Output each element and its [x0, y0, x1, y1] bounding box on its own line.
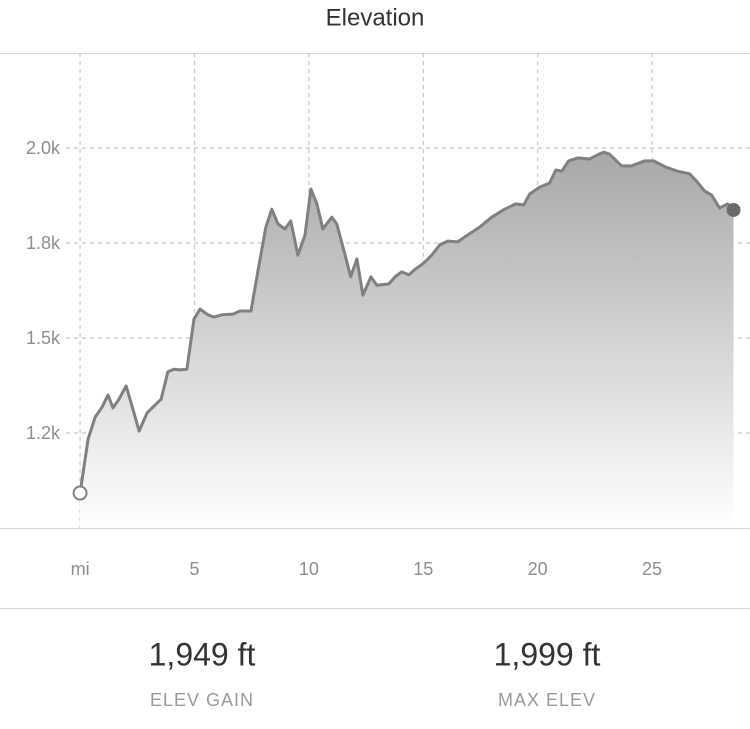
- x-tick-label: 25: [642, 559, 662, 579]
- plot: 1.2k 1.5k 1.8k 2.0k mi 5 10 15 20 25: [26, 53, 750, 579]
- x-tick-label: 15: [413, 559, 433, 579]
- stat-value: 1,949 ft: [149, 636, 256, 672]
- y-tick-label: 2.0k: [26, 138, 61, 158]
- y-tick-label: 1.2k: [26, 423, 61, 443]
- x-tick-label: mi: [71, 559, 90, 579]
- x-tick-label: 10: [299, 559, 319, 579]
- end-marker: [726, 202, 741, 217]
- y-tick-label: 1.8k: [26, 233, 61, 253]
- chart-title: Elevation: [326, 4, 425, 31]
- start-marker: [72, 485, 88, 501]
- stat-label: ELEV GAIN: [150, 690, 254, 710]
- x-tick-label: 20: [528, 559, 548, 579]
- elevation-line: [78, 150, 735, 494]
- y-tick-label: 1.5k: [26, 328, 61, 348]
- x-tick-label: 5: [189, 559, 199, 579]
- stat-label: MAX ELEV: [498, 690, 596, 710]
- stat-value: 1,999 ft: [494, 636, 601, 672]
- elevation-area: [80, 152, 734, 528]
